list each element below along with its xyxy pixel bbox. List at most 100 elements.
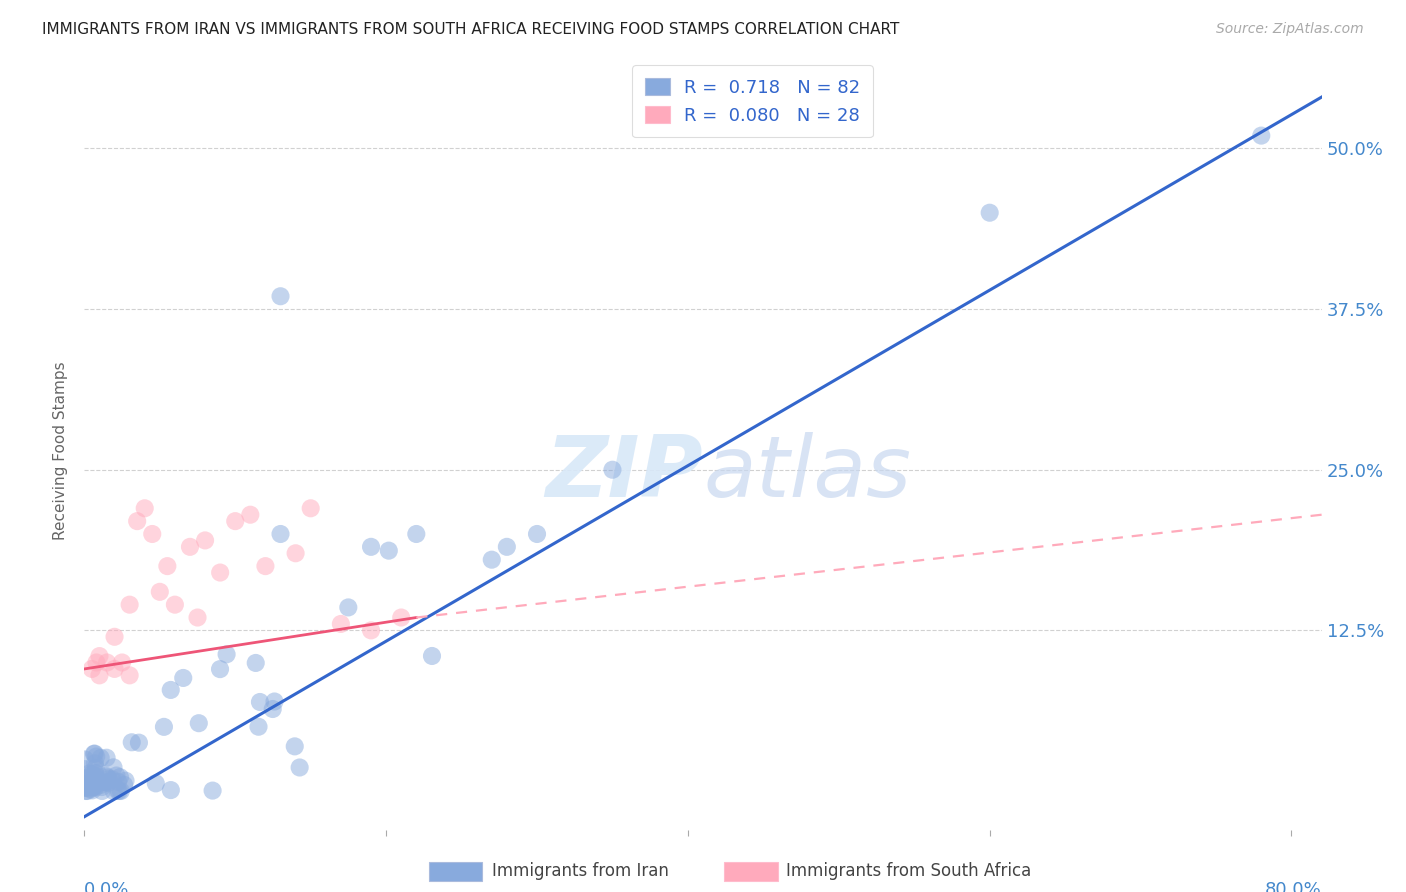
- Point: [97, 772, 120, 787]
- Point: [73, 780, 96, 795]
- Point: [83, 780, 105, 794]
- Text: 0.0%: 0.0%: [84, 881, 129, 892]
- Point: [1250, 128, 1272, 143]
- Text: Immigrants from South Africa: Immigrants from South Africa: [786, 863, 1031, 880]
- Text: atlas: atlas: [703, 432, 911, 515]
- Point: [149, 584, 172, 599]
- Point: [141, 527, 163, 541]
- Point: [80, 662, 103, 676]
- Point: [209, 566, 232, 580]
- Point: [90, 778, 112, 792]
- Point: [97, 776, 120, 790]
- Point: [481, 552, 503, 566]
- Point: [128, 736, 150, 750]
- Point: [79, 780, 101, 794]
- Point: [111, 656, 134, 670]
- Point: [495, 540, 517, 554]
- Point: [299, 501, 322, 516]
- Point: [86, 766, 108, 780]
- Point: [118, 598, 141, 612]
- Point: [89, 649, 111, 664]
- Point: [103, 630, 125, 644]
- Point: [84, 766, 107, 780]
- Point: [239, 508, 262, 522]
- Point: [284, 739, 307, 754]
- Point: [103, 662, 125, 676]
- Point: [145, 776, 167, 790]
- Point: [979, 205, 1001, 219]
- Point: [179, 540, 201, 554]
- Point: [420, 648, 443, 663]
- Point: [86, 656, 108, 670]
- Point: [263, 694, 285, 708]
- Point: [337, 600, 360, 615]
- Point: [90, 751, 112, 765]
- Point: [156, 559, 179, 574]
- Point: [84, 780, 107, 795]
- Text: ZIP: ZIP: [546, 432, 703, 515]
- Point: [83, 756, 105, 771]
- Point: [80, 781, 103, 796]
- Point: [112, 778, 135, 792]
- Point: [77, 771, 100, 785]
- Point: [97, 771, 120, 785]
- Point: [83, 747, 105, 761]
- Point: [187, 716, 209, 731]
- Legend: R =  0.718   N = 82, R =  0.080   N = 28: R = 0.718 N = 82, R = 0.080 N = 28: [631, 65, 873, 137]
- Text: 80.0%: 80.0%: [1265, 881, 1322, 892]
- Point: [134, 501, 156, 516]
- Point: [114, 773, 136, 788]
- Point: [84, 769, 107, 783]
- Point: [270, 527, 292, 541]
- Point: [108, 770, 131, 784]
- Point: [82, 767, 104, 781]
- Point: [110, 784, 132, 798]
- Point: [329, 616, 352, 631]
- Point: [75, 784, 97, 798]
- Point: [94, 775, 117, 789]
- Point: [105, 768, 128, 782]
- Point: [153, 720, 176, 734]
- Y-axis label: Receiving Food Stamps: Receiving Food Stamps: [53, 361, 69, 540]
- Point: [201, 783, 224, 797]
- Point: [245, 656, 267, 670]
- Point: [79, 766, 101, 780]
- Point: [96, 750, 118, 764]
- Point: [83, 747, 105, 761]
- Point: [159, 682, 181, 697]
- Point: [360, 624, 382, 638]
- Point: [249, 695, 271, 709]
- Point: [84, 749, 107, 764]
- Point: [526, 527, 548, 541]
- Point: [254, 559, 277, 574]
- Point: [121, 735, 143, 749]
- Point: [208, 662, 231, 676]
- Point: [288, 760, 311, 774]
- Point: [73, 752, 96, 766]
- Point: [160, 783, 183, 797]
- Point: [378, 543, 401, 558]
- Point: [96, 769, 118, 783]
- Point: [75, 780, 97, 795]
- Point: [89, 775, 111, 789]
- Text: Immigrants from Iran: Immigrants from Iran: [492, 863, 669, 880]
- Text: Source: ZipAtlas.com: Source: ZipAtlas.com: [1216, 22, 1364, 37]
- Point: [79, 780, 101, 794]
- Point: [101, 772, 124, 787]
- Point: [82, 783, 104, 797]
- Point: [89, 668, 111, 682]
- Point: [389, 610, 412, 624]
- Point: [107, 775, 129, 789]
- Point: [73, 780, 96, 795]
- Point: [103, 760, 125, 774]
- Point: [360, 540, 382, 554]
- Point: [284, 546, 307, 560]
- Point: [194, 533, 217, 548]
- Point: [96, 656, 118, 670]
- Point: [91, 784, 114, 798]
- Point: [107, 783, 129, 797]
- Text: IMMIGRANTS FROM IRAN VS IMMIGRANTS FROM SOUTH AFRICA RECEIVING FOOD STAMPS CORRE: IMMIGRANTS FROM IRAN VS IMMIGRANTS FROM …: [42, 22, 900, 37]
- Point: [270, 289, 292, 303]
- Point: [76, 771, 98, 785]
- Point: [103, 784, 125, 798]
